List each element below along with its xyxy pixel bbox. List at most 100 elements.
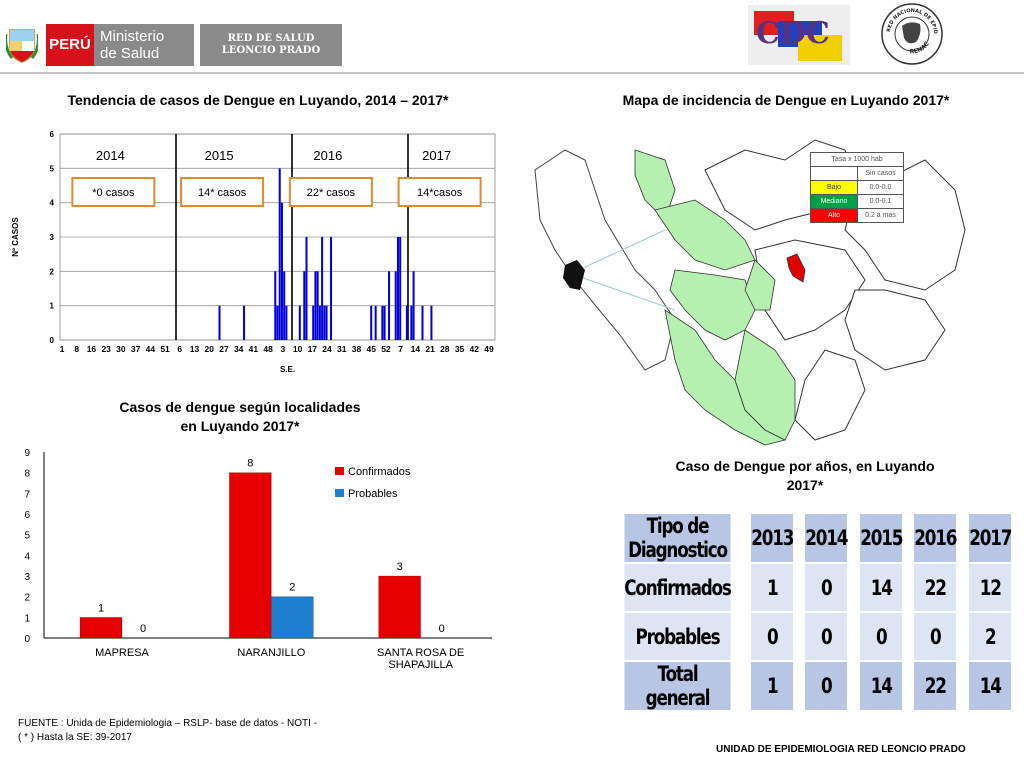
x-tick-label: 28	[440, 344, 450, 354]
period-cases-box	[288, 177, 373, 207]
bar-data-label: 3	[397, 561, 403, 573]
legend-row-2-label: Mediano	[810, 194, 858, 209]
x-tick-label: 48	[263, 344, 273, 354]
legend-row-3-range: 0.2 a mas	[857, 208, 904, 223]
legend-row-3-label: Alto	[810, 208, 858, 223]
table-cell: 0	[858, 611, 904, 662]
table-cell: 1	[749, 562, 795, 613]
x-tick-label: 31	[337, 344, 347, 354]
chart-bar	[274, 271, 277, 340]
y-tick-label: 3	[24, 572, 30, 583]
y-tick-label: 3	[50, 233, 55, 242]
legend-row-1-label: Bajo	[810, 180, 858, 195]
by-year-table-title: Caso de Dengue por años, en Luyando 2017…	[640, 457, 970, 495]
table-cell: Total general	[622, 660, 733, 712]
x-tick-label: 49	[484, 344, 494, 354]
x-tick-label: 6	[177, 344, 182, 354]
period-cases-box	[397, 177, 482, 207]
chart-bar	[399, 237, 402, 340]
chart-bar	[270, 596, 314, 639]
chart-bar	[278, 168, 281, 340]
chart-bar	[316, 271, 319, 340]
x-tick-label: 7	[398, 344, 403, 354]
table-cell: 0	[749, 611, 795, 662]
legend-row-1-range: 0.0-0.0	[857, 180, 904, 195]
chart-bar	[298, 305, 301, 340]
chart-bar	[394, 271, 397, 340]
map-title: Mapa de incidencia de Dengue en Luyando …	[622, 92, 950, 108]
table-cell: 2	[967, 611, 1013, 662]
period-cases-label: *0 casos	[92, 187, 135, 199]
period-cases-box	[180, 177, 265, 207]
y-tick-label: 7	[24, 489, 30, 500]
y-tick-label: 4	[50, 199, 55, 208]
x-tick-label: SHAPAJILLA	[388, 659, 453, 671]
x-tick-label: 10	[293, 344, 303, 354]
chart-bar	[280, 202, 283, 340]
map-legend-header: Tasa x 1000 hab	[810, 152, 904, 167]
x-tick-label: 21	[425, 344, 435, 354]
chart-bar	[314, 271, 317, 340]
cdc-logo: CDC	[748, 5, 850, 65]
x-tick-label: 44	[146, 344, 156, 354]
table-cell: 0	[804, 611, 850, 662]
chart-bar	[303, 271, 306, 340]
red-salud-line-1: RED DE SALUD	[227, 33, 315, 44]
chart-bar	[323, 305, 326, 340]
bar-data-label: 1	[98, 602, 104, 614]
period-year-label: 2014	[96, 148, 125, 163]
chart-bar	[381, 305, 384, 340]
chart-bar	[421, 305, 424, 340]
legend-label: Confirmados	[348, 466, 411, 478]
x-tick-label: 41	[249, 344, 259, 354]
table-cell: 14	[967, 660, 1013, 712]
table-cell: 0	[804, 660, 850, 712]
table-cell: Confirmados	[622, 562, 733, 613]
chart-bar	[405, 305, 408, 340]
chart-bar	[305, 237, 308, 340]
table-cell: 0	[804, 562, 850, 613]
x-tick-label: NARANJILLO	[237, 647, 305, 659]
table-header-cell: 2013	[749, 512, 795, 564]
y-tick-label: 9	[24, 448, 30, 459]
chart-bar	[285, 305, 288, 340]
y-tick-label: 2	[50, 267, 55, 276]
by-year-title-line-2: 2017*	[786, 477, 824, 493]
x-tick-label: 23	[101, 344, 111, 354]
x-tick-label: 16	[87, 344, 97, 354]
y-axis-label: Nº CASOS	[11, 217, 20, 257]
period-cases-label: 14* casos	[198, 187, 247, 199]
bar-data-label: 0	[439, 623, 445, 635]
source-note: FUENTE : Unida de Epidemiologia – RSLP- …	[18, 717, 338, 745]
x-tick-label: 52	[381, 344, 391, 354]
cdc-logo-text: CDC	[756, 16, 830, 51]
luyando-marker	[563, 229, 676, 311]
table-header-cell: Tipo de Diagnostico	[622, 512, 733, 564]
legend-row-0-range: Sin casos	[857, 166, 904, 181]
bar-data-label: 8	[247, 458, 253, 470]
table-header-cell: 2014	[804, 512, 850, 564]
legend-swatch	[335, 467, 344, 475]
source-line: FUENTE : Unida de Epidemiologia – RSLP- …	[18, 718, 318, 729]
x-axis-label: S.E.	[280, 365, 295, 374]
chart-bar	[396, 237, 399, 340]
table-header-cell: 2016	[912, 512, 959, 564]
legend-label: Probables	[348, 488, 398, 500]
x-tick-label: 37	[131, 344, 141, 354]
ministerio-line-2: de Salud	[100, 45, 160, 62]
chart-bar	[79, 616, 123, 639]
table-row: Probables 0 0 0 0 2	[610, 611, 1017, 662]
red-salud-logo-box: RED DE SALUD LEONCIO PRADO	[198, 24, 342, 66]
period-cases-box	[71, 177, 156, 207]
table-cell: 14	[858, 562, 904, 613]
period-year-label: 2016	[313, 148, 342, 163]
x-tick-label: 24	[322, 344, 332, 354]
x-tick-label: 20	[205, 344, 215, 354]
chart-bar	[412, 271, 415, 340]
y-tick-label: 8	[24, 469, 30, 480]
cutoff-note: ( * ) Hasta la SE: 39-2017	[18, 732, 132, 743]
chart-bar	[228, 472, 272, 639]
district-red-region	[786, 253, 806, 283]
